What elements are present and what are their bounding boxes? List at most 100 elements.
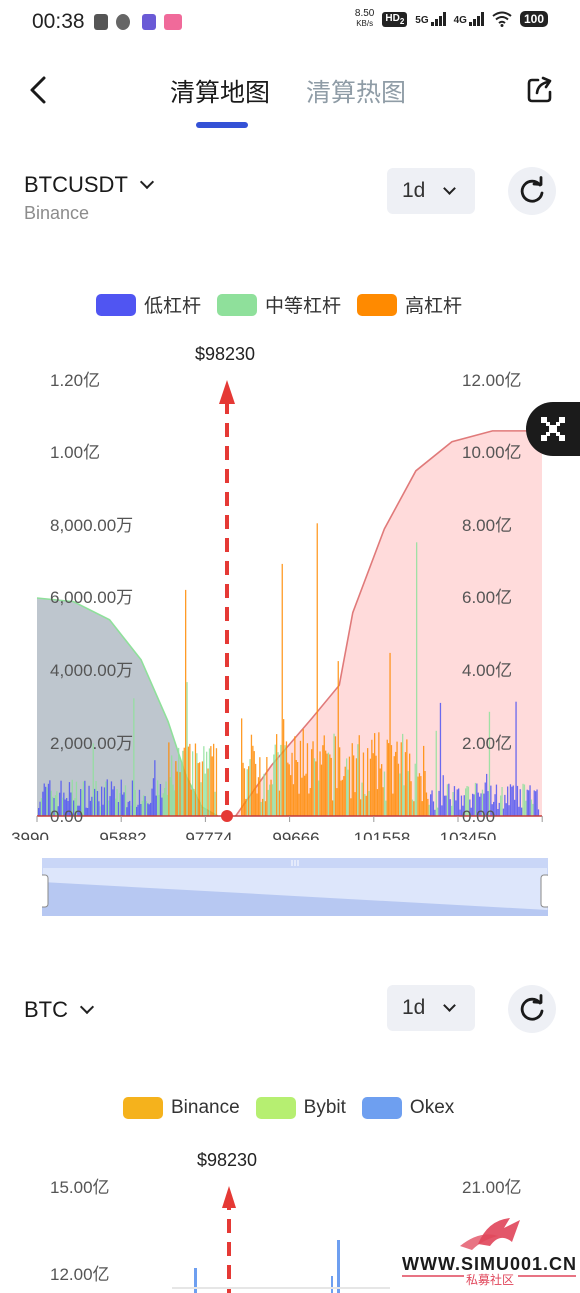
interval-select-2[interactable]: 1d (387, 985, 475, 1031)
x-tick-label: 99666 (272, 829, 319, 840)
liquidation-bar (297, 762, 299, 816)
liquidation-bar (179, 772, 181, 816)
liquidation-bar (409, 753, 411, 816)
liquidation-bar (470, 807, 472, 816)
liquidation-bar (361, 782, 363, 816)
liquidation-bar (88, 785, 90, 816)
liquidation-bar (375, 755, 377, 816)
liquidation-bar (264, 801, 267, 816)
liquidation-bar (344, 766, 346, 816)
liquidation-bar (208, 748, 211, 816)
tab-liquidation-map[interactable]: 清算地图 (170, 79, 271, 107)
liquidation-bar (372, 753, 374, 816)
liquidation-bar (152, 778, 155, 816)
liquidation-bar (157, 780, 159, 816)
liquidation-bar (290, 775, 292, 816)
liquidation-bar (427, 798, 429, 816)
liquidation-bar (61, 797, 64, 816)
liquidation-bar (262, 798, 264, 816)
y-right-tick-label: 6.00亿 (462, 588, 512, 607)
liquidation-bar (180, 763, 183, 816)
liquidation-bar (399, 773, 401, 816)
liquidation-bar (490, 785, 492, 816)
tab-liquidation-heatmap[interactable]: 清算热图 (306, 79, 407, 107)
liquidation-bar (444, 795, 446, 816)
liquidation-bar (151, 788, 153, 816)
watermark-sub: 私募社区 (466, 1272, 514, 1287)
y-right-tick-label: 2.00亿 (462, 734, 512, 753)
liquidation-bar (210, 746, 212, 816)
liquidation-bar (393, 756, 395, 816)
liquidation-bar (439, 702, 442, 816)
liquidation-bar (491, 804, 493, 816)
liquidation-bar (122, 794, 124, 816)
liquidation-bar (77, 805, 79, 816)
liquidation-bar (357, 744, 359, 816)
liquidation-bar (351, 743, 353, 816)
symbol-selector[interactable]: BTCUSDT (24, 172, 154, 198)
signal-4g-icon: 4G (454, 12, 484, 26)
liquidation-bar (64, 799, 66, 816)
fullscreen-button[interactable] (526, 402, 580, 456)
coin-selector[interactable]: BTC (24, 997, 95, 1023)
liquidation-bar (428, 804, 430, 816)
y-left-tick-label: 0.00 (50, 807, 83, 826)
refresh-button-2[interactable] (508, 985, 556, 1033)
liquidation-bar (187, 746, 190, 816)
liquidation-bar (137, 804, 139, 816)
liquidation-bar (339, 747, 341, 816)
liquidation-bar (376, 789, 379, 816)
liquidation-bar (298, 793, 300, 816)
liquidation-bar (535, 791, 537, 816)
liquidation-bar (476, 783, 478, 816)
liquidation-bar (417, 776, 419, 816)
share-icon[interactable] (524, 74, 556, 106)
interval-select[interactable]: 1d (387, 168, 475, 214)
legend-item-low[interactable]: 低杠杆 (96, 291, 201, 318)
legend-item-medium[interactable]: 中等杠杆 (217, 291, 341, 318)
liquidation-bar (115, 798, 117, 816)
range-slider[interactable] (42, 858, 548, 916)
liquidation-bar (348, 756, 351, 816)
legend-item-okex[interactable]: Okex (361, 1097, 454, 1119)
liquidation-bar (528, 790, 530, 816)
coin-label: BTC (24, 997, 68, 1022)
liquidation-bar (521, 807, 523, 816)
liquidation-bar (168, 742, 170, 816)
liquidation-bar (73, 800, 75, 816)
liquidation-map-chart[interactable]: 3990 95882 97774 99666 101558 103450 1.20亿 1.00… (0, 340, 580, 840)
liquidation-bar (311, 749, 313, 816)
liquidation-bar (246, 769, 248, 816)
liquidation-bar (67, 801, 69, 816)
net-speed: 8.50 KB/s (354, 8, 375, 29)
liquidation-bar (190, 789, 192, 816)
liquidation-bar (260, 801, 262, 816)
liquidation-bar (463, 795, 465, 816)
liquidation-bar (452, 792, 454, 816)
liquidation-bar (213, 743, 215, 816)
refresh-button[interactable] (508, 167, 556, 215)
liquidation-bar (403, 785, 405, 816)
exchange-liquidation-chart[interactable]: $98230 15.00亿 12.00亿 21.00亿 (0, 1148, 580, 1293)
liquidation-bar (154, 760, 156, 816)
legend-item-high[interactable]: 高杠杆 (357, 291, 462, 318)
watermark-site: WWW.SIMU001.CN (402, 1254, 577, 1274)
liquidation-bar (80, 789, 82, 816)
liquidation-bar (505, 803, 507, 816)
liquidation-bar (249, 759, 251, 816)
liquidation-bar (99, 806, 101, 816)
liquidation-bar (434, 809, 436, 816)
liquidation-bar (148, 804, 150, 816)
liquidation-bar (96, 791, 99, 816)
liquidation-bar (117, 802, 120, 816)
back-button[interactable] (22, 72, 58, 108)
liquidation-bar (78, 805, 80, 816)
liquidation-bar (106, 779, 108, 816)
legend-item-binance[interactable]: Binance (123, 1097, 240, 1119)
y-left-tick-label: 2,000.00万 (50, 734, 133, 753)
liquidation-bar (385, 800, 387, 816)
liquidation-bar (435, 730, 437, 816)
x-tick-label: 101558 (354, 829, 411, 840)
legend-item-bybit[interactable]: Bybit (255, 1097, 346, 1119)
battery-icon: 100 (519, 11, 548, 27)
